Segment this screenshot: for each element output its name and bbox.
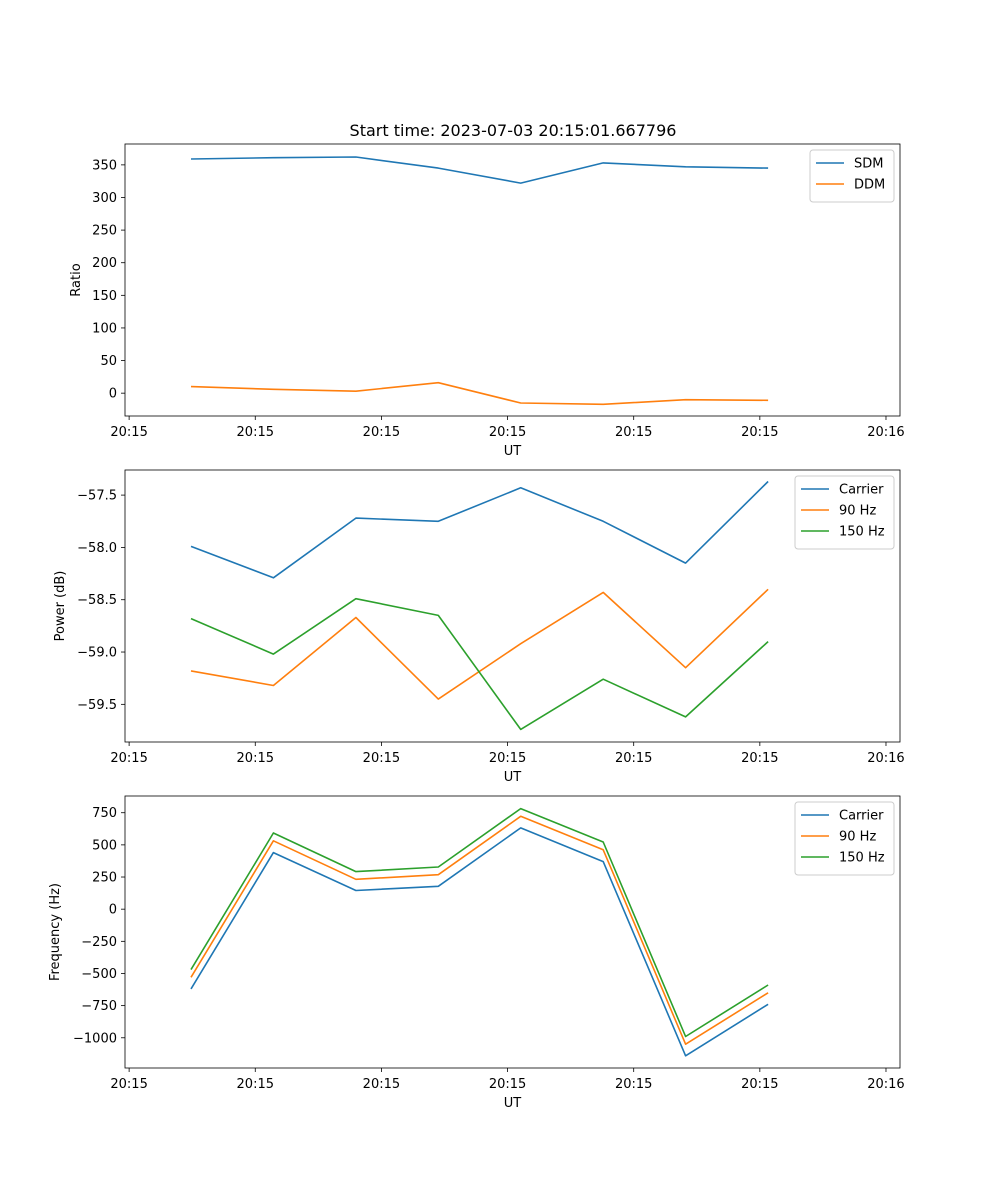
y-tick-label: 150: [92, 289, 117, 304]
x-tick-label: 20:15: [110, 1077, 147, 1092]
series-line-ddm: [190, 381, 769, 406]
x-tick-label: 20:15: [489, 751, 526, 766]
y-tick-label: 0: [109, 903, 117, 918]
legend: Carrier 90 Hz 150 Hz: [794, 801, 895, 876]
series-line-150-hz: [190, 597, 769, 731]
y-tick-label: 750: [92, 806, 117, 821]
legend-label: Carrier: [839, 809, 884, 824]
y-tick-label: −57.5: [77, 489, 117, 504]
legend-label: 150 Hz: [839, 525, 885, 540]
series-line-90-hz: [190, 815, 769, 1045]
x-tick-label: 20:15: [363, 425, 400, 440]
y-tick-label: −1000: [73, 1031, 117, 1046]
y-tick-label: −59.5: [77, 698, 117, 713]
y-tick-label: −58.0: [77, 541, 117, 556]
x-axis-label: UT: [504, 1096, 522, 1111]
axes-frame: [124, 143, 901, 417]
y-tick-label: 0: [109, 387, 117, 402]
x-axis-label: UT: [504, 444, 522, 459]
legend-label: SDM: [854, 157, 883, 172]
legend: SDM DDM: [809, 149, 895, 203]
y-tick-label: 100: [92, 321, 117, 336]
y-tick-label: 50: [100, 354, 117, 369]
x-tick-label: 20:15: [741, 425, 778, 440]
series-line-carrier: [190, 480, 769, 579]
chart-panel-2: 20:15 20:15 20:15 20:15 20:15 20:15 20:16 −59.5…: [53, 469, 905, 785]
x-tick-label: 20:16: [867, 1077, 904, 1092]
legend-label: DDM: [854, 178, 885, 193]
x-tick-label: 20:15: [741, 1077, 778, 1092]
x-axis-label: UT: [504, 770, 522, 785]
y-tick-label: 350: [92, 158, 117, 173]
legend-label: 90 Hz: [839, 830, 876, 845]
y-tick-label: −750: [81, 999, 117, 1014]
y-axis-label: Ratio: [69, 263, 84, 296]
y-tick-label: 300: [92, 191, 117, 206]
x-tick-label: 20:15: [237, 1077, 274, 1092]
y-tick-label: 250: [92, 224, 117, 239]
legend: Carrier 90 Hz 150 Hz: [794, 475, 895, 550]
x-tick-label: 20:15: [237, 751, 274, 766]
y-tick-label: −58.5: [77, 593, 117, 608]
y-axis-label: Power (dB): [53, 571, 68, 642]
legend-label: 150 Hz: [839, 851, 885, 866]
x-tick-label: 20:15: [110, 425, 147, 440]
x-tick-label: 20:15: [237, 425, 274, 440]
axes-frame: [124, 469, 901, 743]
y-tick-label: −59.0: [77, 646, 117, 661]
x-tick-label: 20:15: [615, 751, 652, 766]
x-tick-label: 20:15: [741, 751, 778, 766]
figure-title: Start time: 2023-07-03 20:15:01.667796: [350, 121, 677, 140]
y-tick-label: −500: [81, 967, 117, 982]
x-tick-label: 20:16: [867, 751, 904, 766]
y-tick-label: −250: [81, 935, 117, 950]
legend-label: 90 Hz: [839, 504, 876, 519]
y-tick-label: 250: [92, 871, 117, 886]
y-tick-label: 500: [92, 838, 117, 853]
x-tick-label: 20:15: [489, 425, 526, 440]
x-tick-label: 20:15: [615, 1077, 652, 1092]
x-tick-label: 20:15: [363, 1077, 400, 1092]
y-axis-label: Frequency (Hz): [48, 883, 63, 981]
x-tick-label: 20:15: [615, 425, 652, 440]
series-line-150-hz: [190, 807, 769, 1038]
chart-panel-3: 20:15 20:15 20:15 20:15 20:15 20:15 20:16 −1000…: [48, 795, 905, 1111]
series-line-sdm: [190, 156, 769, 184]
y-tick-label: 200: [92, 256, 117, 271]
series-line-90-hz: [190, 588, 769, 700]
x-tick-label: 20:16: [867, 425, 904, 440]
chart-panel-1: 20:15 20:15 20:15 20:15 20:15 20:15 20:16 0 50 10…: [69, 143, 905, 459]
x-tick-label: 20:15: [489, 1077, 526, 1092]
legend-label: Carrier: [839, 483, 884, 498]
x-tick-label: 20:15: [110, 751, 147, 766]
series-line-carrier: [190, 827, 769, 1057]
axes-frame: [124, 795, 901, 1069]
x-tick-label: 20:15: [363, 751, 400, 766]
